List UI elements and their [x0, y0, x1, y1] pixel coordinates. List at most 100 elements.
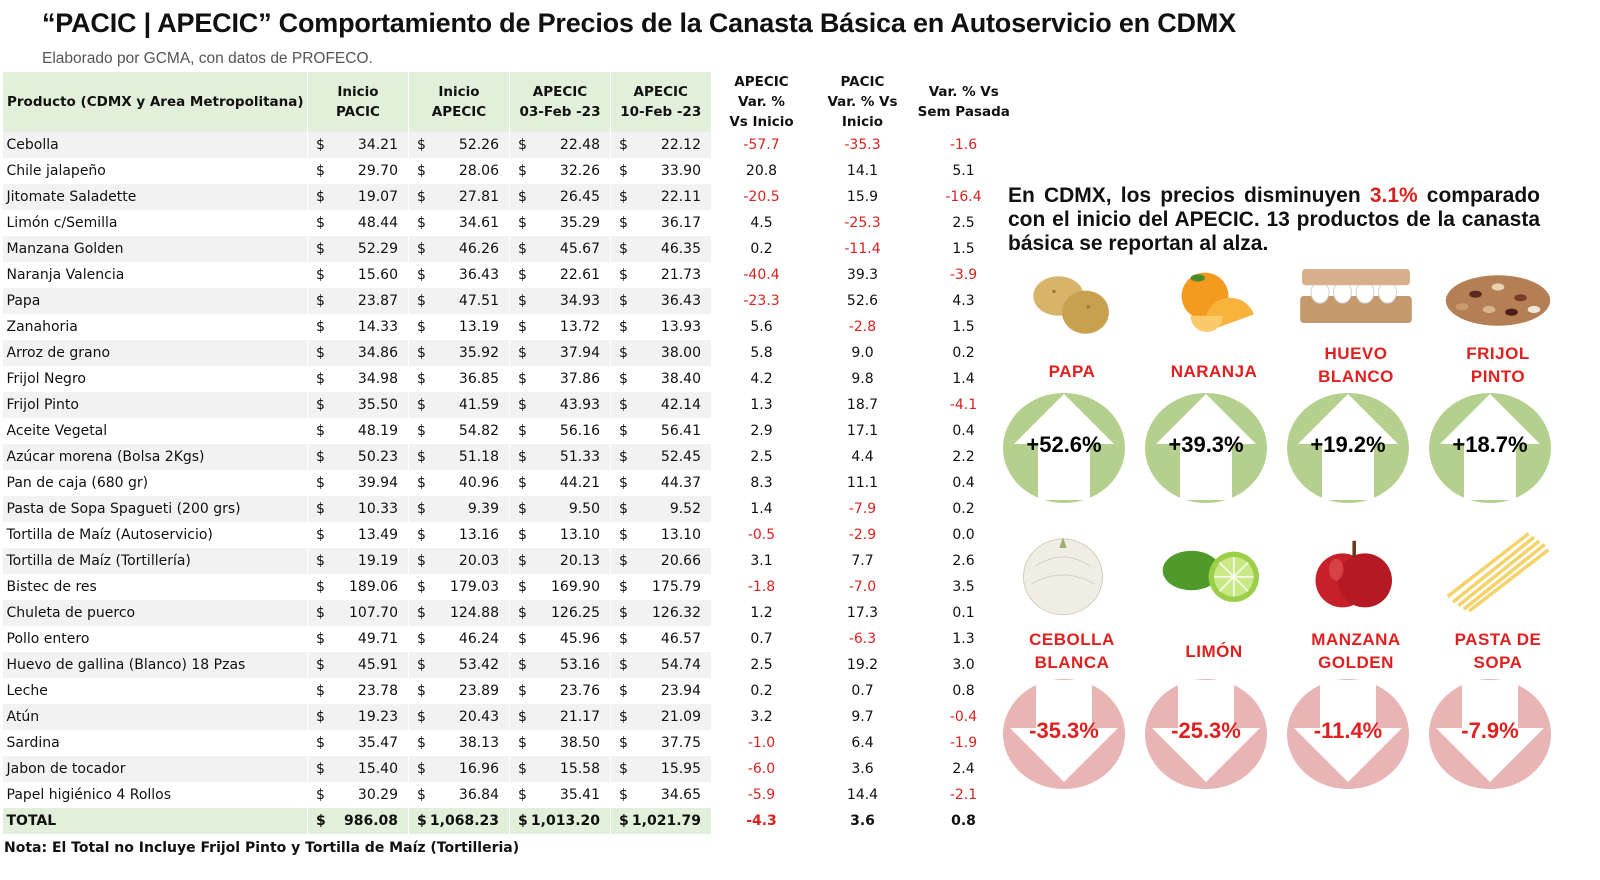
- price-value: 42.14: [660, 397, 701, 413]
- price-cell: $32.26: [509, 158, 611, 184]
- product-name: Zanahoria: [6, 319, 78, 335]
- product-name: Aceite Vegetal: [6, 423, 108, 439]
- variation-cell: 0.2: [750, 683, 773, 699]
- variation-cell: -2.9: [848, 527, 877, 543]
- header-var-semana: Var. % Vs Sem Pasada: [912, 72, 1014, 132]
- price-value: 179.03: [450, 579, 499, 595]
- apple-icon: [1286, 530, 1426, 620]
- variation-value: -7.9%: [1461, 718, 1519, 743]
- variation-cell: 2.6: [952, 553, 975, 569]
- variation-cell: -35.3: [844, 137, 881, 153]
- price-cell: $126.32: [610, 600, 711, 626]
- product-card-name-line: PAPA: [1048, 362, 1096, 381]
- currency-symbol: $: [619, 735, 628, 751]
- price-cell: $22.48: [509, 132, 611, 158]
- variation-cell: -3.9: [949, 267, 978, 283]
- price-cell: $49.71: [307, 626, 409, 652]
- price-value: 45.96: [559, 631, 600, 647]
- variation-value: -25.3%: [1171, 718, 1241, 743]
- variation-cell: -7.0: [848, 579, 877, 595]
- currency-symbol: $: [417, 267, 426, 283]
- price-value: 38.40: [660, 371, 701, 387]
- variation-cell: 3.6: [812, 808, 913, 834]
- product-name: Atún: [2, 704, 308, 730]
- product-name: Papa: [2, 288, 308, 314]
- currency-symbol: $: [518, 475, 527, 491]
- product-name: Sardina: [6, 735, 60, 751]
- price-value: 46.35: [660, 241, 701, 257]
- table-row: Jitomate Saladette $19.07 $27.81 $26.45 $22.…: [2, 184, 1015, 210]
- currency-symbol: $: [518, 761, 527, 777]
- currency-symbol: $: [316, 345, 325, 361]
- price-value: 48.44: [357, 215, 398, 231]
- variation-cell: 17.3: [846, 605, 879, 621]
- variation-cell: 9.7: [851, 709, 874, 725]
- product-card-name-line: SOPA: [1473, 653, 1523, 672]
- variation-cell: -1.6: [949, 137, 978, 153]
- price-cell: $28.06: [408, 158, 510, 184]
- variation-cell: -25.3: [844, 215, 881, 231]
- price-cell: $45.96: [509, 626, 611, 652]
- price-cell: $48.44: [307, 210, 409, 236]
- onion-icon: [1002, 530, 1142, 620]
- currency-symbol: $: [619, 241, 628, 257]
- variation-cell: -7.9: [848, 501, 877, 517]
- variation-cell: 2.4: [952, 761, 975, 777]
- variation-cell: 0.4: [952, 475, 975, 491]
- product-card-name-line: BLANCO: [1318, 367, 1394, 386]
- currency-symbol: $: [619, 189, 628, 205]
- currency-symbol: $: [417, 215, 426, 231]
- price-value: 35.29: [559, 215, 600, 231]
- price-value: 29.70: [357, 163, 398, 179]
- table-row: Leche $23.78 $23.89 $23.76 $23.94 0.2 0.7 0.8: [3, 678, 1015, 704]
- table-row: Huevo de gallina (Blanco) 18 Pzas $45.91 $…: [2, 652, 1015, 678]
- product-card-name: PASTA DE SOPA: [1428, 628, 1568, 674]
- price-value: 44.37: [660, 475, 701, 491]
- price-value: 20.66: [660, 553, 701, 569]
- variation-cell: 15.9: [846, 189, 879, 205]
- currency-symbol: $: [316, 371, 325, 387]
- product-card-name: CEBOLLA BLANCA: [1002, 628, 1142, 674]
- currency-symbol: $: [417, 163, 426, 179]
- table-row: Jabon de tocador $15.40 $16.96 $15.58 $15.95…: [2, 756, 1015, 782]
- price-cell: $15.95: [610, 756, 711, 782]
- price-value: 14.33: [357, 319, 398, 335]
- price-value: 10.33: [357, 501, 398, 517]
- price-cell: $175.79: [610, 574, 711, 600]
- price-value: 22.48: [559, 137, 600, 153]
- variation-cell: 0.0: [952, 527, 975, 543]
- currency-symbol: $: [518, 579, 527, 595]
- decrease-arrow-badge: -11.4%: [1286, 678, 1410, 790]
- variation-cell: 0.2: [952, 501, 975, 517]
- price-cell: $38.00: [610, 340, 711, 366]
- price-cell: $13.93: [610, 314, 711, 340]
- currency-symbol: $: [316, 163, 325, 179]
- price-cell: $36.85: [408, 366, 510, 392]
- price-cell: $48.19: [307, 418, 409, 444]
- variation-cell: 2.5: [952, 215, 975, 231]
- price-cell: $20.03: [408, 548, 510, 574]
- variation-cell: 5.1: [952, 163, 975, 179]
- price-value: 38.13: [458, 735, 499, 751]
- variation-cell: -1.8: [747, 579, 776, 595]
- price-value: 35.92: [458, 345, 499, 361]
- variation-cell: 0.7: [851, 683, 874, 699]
- currency-symbol: $: [518, 267, 527, 283]
- price-value: 13.93: [660, 319, 701, 335]
- price-cell: $40.96: [408, 470, 510, 496]
- product-name: Cebolla: [2, 132, 308, 158]
- header-inicio-apecic: Inicio APECIC: [408, 72, 510, 132]
- price-cell: $34.65: [610, 782, 711, 808]
- currency-symbol: $: [316, 293, 325, 309]
- price-value: 54.74: [660, 657, 701, 673]
- currency-symbol: $: [316, 475, 325, 491]
- currency-symbol: $: [518, 189, 527, 205]
- total-row: TOTAL $986.08 $1,068.23 $1,013.20 $1,021.79-…: [2, 808, 1014, 834]
- price-cell: $19.07: [307, 184, 409, 210]
- product-name: Chile jalapeño: [6, 163, 106, 179]
- currency-symbol: $: [417, 241, 426, 257]
- variation-cell: 0.2: [750, 241, 773, 257]
- variation-cell: -1.9: [949, 735, 978, 751]
- price-value: 34.98: [357, 371, 398, 387]
- currency-symbol: $: [316, 787, 325, 803]
